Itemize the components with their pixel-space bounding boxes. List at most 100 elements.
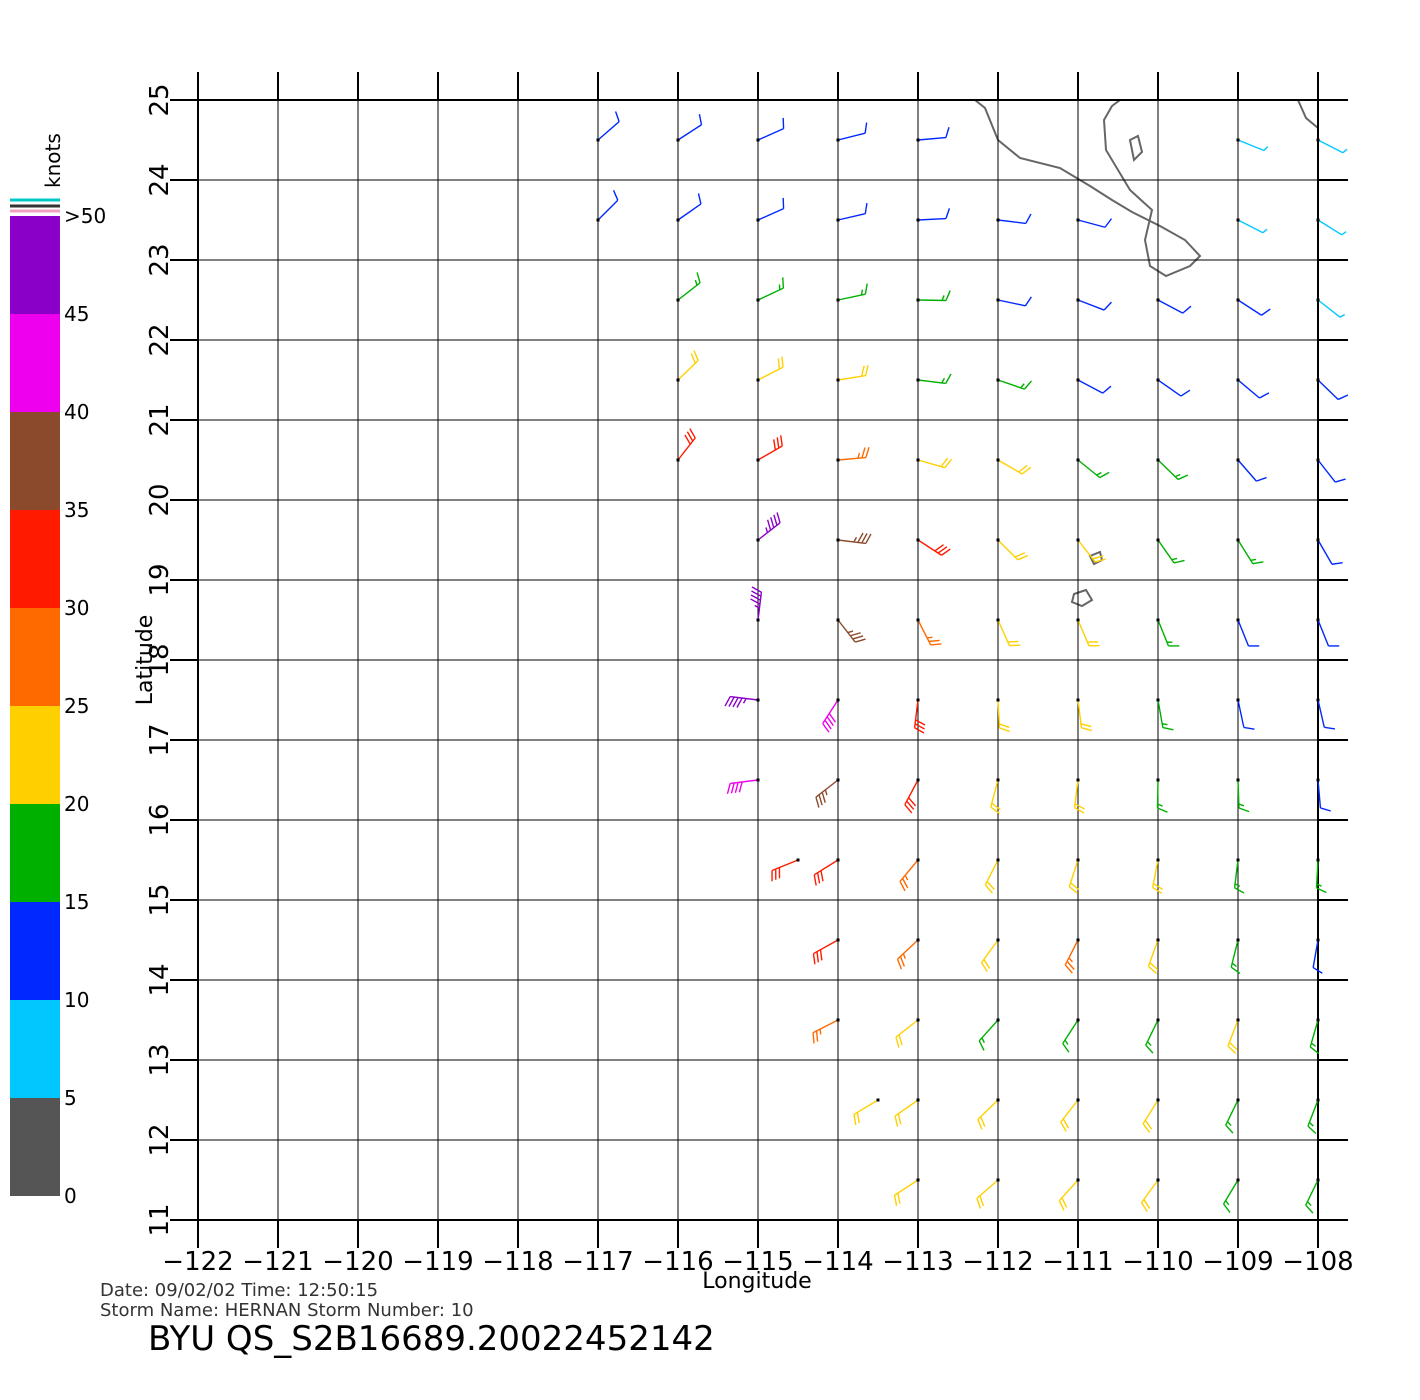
mainland-coast: [1297, 99, 1319, 129]
barb-dot: [1156, 698, 1160, 702]
wind-barb: [894, 1099, 919, 1127]
wind-barb: [1077, 619, 1100, 647]
wind-barb: [917, 290, 951, 302]
barb-dot: [996, 218, 1000, 222]
x-tick-label: −112: [962, 1247, 1033, 1277]
barb-dot: [1076, 1098, 1080, 1102]
barb-dot: [1316, 1098, 1320, 1102]
wind-barb: [1230, 939, 1241, 975]
y-tick-label: 22: [145, 323, 175, 356]
x-tick-label: −119: [402, 1247, 473, 1277]
wind-barb: [677, 193, 702, 221]
wind-barb: [1077, 379, 1112, 394]
barb-dot: [1236, 218, 1240, 222]
wind-barb: [837, 619, 866, 643]
barb-dot: [836, 298, 840, 302]
x-tick-label: −108: [1282, 1247, 1353, 1277]
x-tick-label: −121: [242, 1247, 313, 1277]
barb-dot: [1156, 938, 1160, 942]
barb-dot: [1316, 1178, 1320, 1182]
wind-barb: [1317, 619, 1340, 647]
wind-barb: [1058, 1179, 1079, 1211]
wind-barb: [597, 190, 619, 221]
wind-barb: [1147, 939, 1159, 975]
colorbar-tick-label: 5: [64, 1086, 77, 1110]
barb-dot: [916, 1018, 920, 1022]
barb-dot: [836, 698, 840, 702]
wind-barb: [1068, 859, 1080, 895]
x-tick-label: −111: [1042, 1247, 1113, 1277]
colorbar-segment: [10, 216, 60, 314]
y-tick-label: 12: [145, 1123, 175, 1156]
y-tick-label: 11: [145, 1203, 175, 1236]
barb-dot: [1076, 298, 1080, 302]
wind-barb: [1237, 299, 1271, 316]
wind-barb: [895, 1019, 919, 1048]
barb-dot: [996, 458, 1000, 462]
barb-dot: [996, 538, 1000, 542]
barb-dot: [1316, 218, 1320, 222]
barb-dot: [996, 1098, 1000, 1102]
barb-dot: [596, 218, 600, 222]
barb-dot: [1236, 938, 1240, 942]
barb-dot: [916, 1178, 920, 1182]
wind-barb: [1077, 539, 1106, 563]
wind-barb: [997, 379, 1033, 390]
barb-dot: [756, 618, 760, 622]
barb-dot: [1156, 538, 1160, 542]
wind-barb: [837, 283, 868, 301]
wind-barb: [1227, 1019, 1239, 1054]
wind-barb: [1062, 1019, 1079, 1053]
footer-storm: Storm Name: HERNAN Storm Number: 10: [100, 1300, 474, 1321]
wind-barb: [1317, 779, 1331, 812]
barb-dot: [916, 698, 920, 702]
barb-dot: [1236, 618, 1240, 622]
barb-dot: [756, 698, 760, 702]
barb-dot: [836, 538, 840, 542]
barb-dot: [916, 778, 920, 782]
barb-dot: [996, 698, 1000, 702]
barb-dot: [756, 218, 760, 222]
barb-dot: [1236, 1098, 1240, 1102]
wind-barb: [1237, 779, 1250, 813]
wind-barb: [997, 213, 1032, 225]
wind-barb: [1064, 939, 1079, 974]
barb-dot: [996, 1018, 1000, 1022]
x-tick-label: −115: [722, 1247, 793, 1277]
wind-barb: [1225, 1099, 1239, 1134]
wind-barb: [1157, 619, 1180, 647]
colorbar-tick-label: >50: [64, 204, 106, 228]
barb-dot: [1156, 378, 1160, 382]
island: [1070, 588, 1094, 608]
colorbar-segment: [10, 804, 60, 902]
barb-dot: [916, 618, 920, 622]
wind-barb: [837, 364, 869, 381]
wind-barb: [757, 277, 785, 301]
barb-dot: [1076, 1018, 1080, 1022]
y-tick-label: 15: [145, 883, 175, 916]
barb-dot: [1316, 778, 1320, 782]
wind-barb: [997, 459, 1032, 475]
wind-barb: [1317, 299, 1346, 318]
barb-dot: [1156, 458, 1160, 462]
barb-dot: [1156, 1098, 1160, 1102]
barb-dot: [916, 138, 920, 142]
x-tick-label: −113: [882, 1247, 953, 1277]
wind-barb: [837, 447, 870, 461]
colorbar-tick-label: 20: [64, 792, 89, 816]
barb-dot: [1236, 298, 1240, 302]
y-tick-label: 17: [145, 723, 175, 756]
barb-dot: [916, 458, 920, 462]
barb-dot: [1316, 538, 1320, 542]
wind-barb: [1237, 219, 1268, 234]
wind-barb: [997, 699, 1010, 733]
wind-barb: [917, 208, 951, 221]
barb-dot: [1156, 618, 1160, 622]
barb-dot: [676, 298, 680, 302]
y-tick-label: 20: [145, 483, 175, 516]
wind-barb: [1233, 859, 1245, 894]
wind-barb: [1237, 539, 1264, 565]
barb-dot: [916, 938, 920, 942]
y-axis-label: Latitude: [133, 615, 158, 706]
